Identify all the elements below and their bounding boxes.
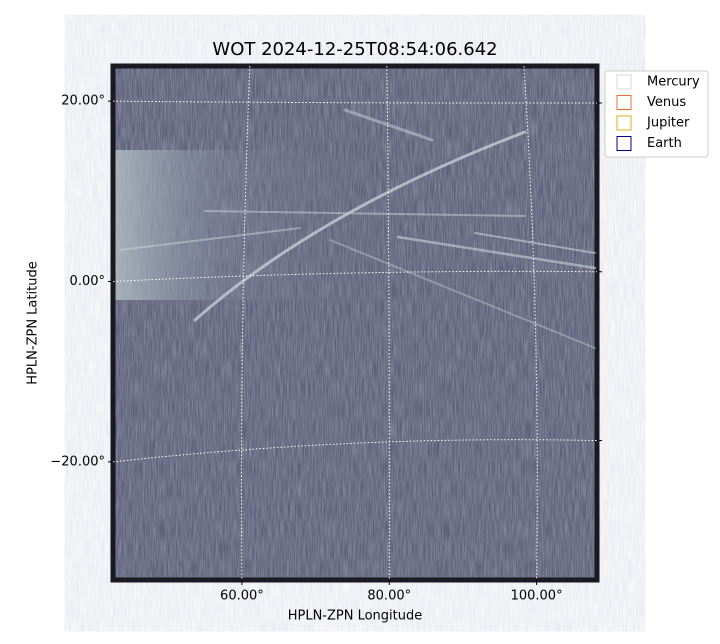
legend-label: Earth bbox=[647, 136, 682, 151]
grid-line bbox=[112, 439, 598, 463]
chart-title: WOT 2024-12-25T08:54:06.642 bbox=[212, 39, 497, 60]
legend-swatch bbox=[616, 74, 632, 90]
legend: Mercury Venus Jupiter Earth bbox=[604, 70, 709, 158]
y-tick-label: −20.00° bbox=[50, 454, 105, 469]
legend-box bbox=[604, 70, 709, 158]
legend-label: Venus bbox=[647, 95, 686, 110]
x-tick-label: 100.00° bbox=[511, 589, 563, 604]
image bbox=[110, 63, 600, 583]
grid-line bbox=[240, 65, 251, 581]
x-tick-label: 60.00° bbox=[220, 589, 264, 604]
legend-label: Jupiter bbox=[646, 116, 690, 131]
grid-line bbox=[112, 270, 598, 283]
x-axis-label: HPLN-ZPN Longitude bbox=[288, 609, 423, 624]
legend-label: Mercury bbox=[647, 75, 700, 90]
legend-swatch bbox=[616, 115, 632, 131]
grid-line bbox=[386, 65, 390, 581]
y-tick-label: 0.00° bbox=[70, 274, 105, 289]
grid-line bbox=[112, 100, 598, 104]
legend-swatch bbox=[616, 95, 632, 110]
legend-swatch bbox=[616, 136, 632, 151]
y-tick-label: 20.00° bbox=[61, 94, 105, 109]
x-tick-label: 80.00° bbox=[367, 589, 411, 604]
grid-line bbox=[523, 65, 538, 581]
y-axis-label: HPLN-ZPN Latitude bbox=[26, 261, 41, 384]
